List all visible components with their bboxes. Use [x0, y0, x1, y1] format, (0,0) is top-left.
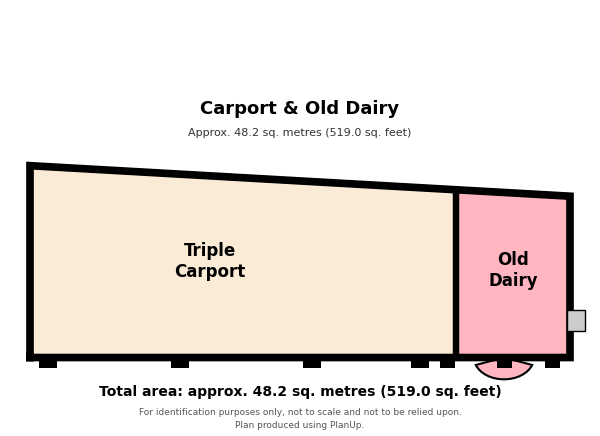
Bar: [440, 358, 455, 368]
Text: Triple
Carport: Triple Carport: [175, 242, 245, 281]
Bar: [411, 358, 429, 368]
Polygon shape: [30, 166, 456, 358]
Bar: [303, 358, 321, 368]
Text: Plan produced using PlanUp.: Plan produced using PlanUp.: [235, 421, 365, 429]
Text: Old
Dairy: Old Dairy: [488, 251, 538, 290]
Text: Approx. 48.2 sq. metres (519.0 sq. feet): Approx. 48.2 sq. metres (519.0 sq. feet): [188, 128, 412, 138]
Bar: [545, 358, 560, 368]
Wedge shape: [476, 358, 532, 379]
Text: Carport & Old Dairy: Carport & Old Dairy: [200, 100, 400, 118]
Bar: [567, 310, 585, 331]
Text: Total area: approx. 48.2 sq. metres (519.0 sq. feet): Total area: approx. 48.2 sq. metres (519…: [98, 385, 502, 399]
Bar: [497, 358, 512, 368]
Bar: [39, 358, 57, 368]
Bar: [171, 358, 189, 368]
Polygon shape: [456, 190, 570, 358]
Text: For identification purposes only, not to scale and not to be relied upon.: For identification purposes only, not to…: [139, 408, 461, 416]
